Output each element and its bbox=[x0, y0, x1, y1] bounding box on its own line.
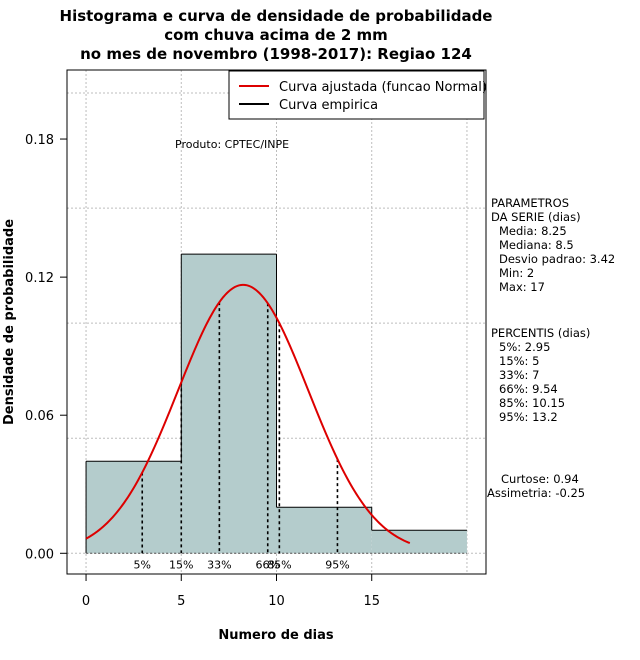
percentis-item: 33%: 7 bbox=[499, 368, 539, 382]
parametros-item: Desvio padrao: 3.42 bbox=[499, 252, 615, 266]
parametros-item: Min: 2 bbox=[499, 266, 534, 280]
histogram-bar bbox=[371, 530, 467, 554]
percentile-label: 15% bbox=[169, 558, 193, 571]
parametros-item: Mediana: 8.5 bbox=[499, 238, 574, 252]
parametros-item: Media: 8.25 bbox=[499, 224, 567, 238]
parametros-header-2: DA SERIE (dias) bbox=[491, 210, 581, 224]
legend-label-fit: Curva ajustada (funcao Normal) bbox=[279, 80, 487, 95]
percentile-label: 95% bbox=[325, 558, 349, 571]
chart-title-line-3: no mes de novembro (1998-2017): Regiao 1… bbox=[80, 45, 472, 63]
parametros-panel: PARAMETROS DA SERIE (dias) Media: 8.25 M… bbox=[491, 196, 615, 294]
histogram-bar bbox=[86, 461, 182, 554]
stats-panel: Curtose: 0.94 Assimetria: -0.25 bbox=[487, 472, 585, 500]
x-tick-label: 15 bbox=[363, 594, 380, 609]
percentis-header: PERCENTIS (dias) bbox=[491, 326, 590, 340]
percentile-label: 66% bbox=[256, 558, 280, 571]
percentile-label: 33% bbox=[207, 558, 231, 571]
legend-label-empirical: Curva empirica bbox=[279, 98, 378, 113]
y-tick-label: 0.00 bbox=[25, 547, 54, 562]
percentis-item: 5%: 2.95 bbox=[499, 340, 550, 354]
percentis-item: 95%: 13.2 bbox=[499, 410, 558, 424]
percentis-item: 85%: 10.15 bbox=[499, 396, 565, 410]
x-tick-label: 10 bbox=[268, 594, 285, 609]
histogram-bar bbox=[181, 254, 277, 554]
normal-fit-curve bbox=[85, 283, 411, 545]
percentile-layer: 5% 15% 33% 66%85% 95% bbox=[134, 302, 350, 571]
skewness-label: Assimetria: -0.25 bbox=[487, 486, 585, 500]
parametros-item: Max: 17 bbox=[499, 280, 545, 294]
x-tick-label: 5 bbox=[177, 594, 185, 609]
x-tick-label: 0 bbox=[82, 594, 90, 609]
percentis-item: 66%: 9.54 bbox=[499, 382, 558, 396]
legend-box bbox=[228, 70, 485, 120]
chart-title-line-1: Histograma e curva de densidade de proba… bbox=[60, 7, 493, 25]
percentis-item: 15%: 5 bbox=[499, 354, 539, 368]
chart-title-line-2: com chuva acima de 2 mm bbox=[164, 26, 388, 44]
y-tick-label: 0.12 bbox=[25, 271, 54, 286]
x-axis-label: Numero de dias bbox=[218, 628, 334, 643]
bars-layer bbox=[85, 253, 467, 554]
y-tick-label: 0.18 bbox=[25, 133, 54, 148]
percentis-panel: PERCENTIS (dias) 5%: 2.95 15%: 5 33%: 7 … bbox=[491, 326, 590, 424]
parametros-header-1: PARAMETROS bbox=[491, 196, 569, 210]
y-axis-label: Densidade de probabilidade bbox=[2, 219, 17, 425]
curve-layer bbox=[85, 283, 411, 545]
axes-layer: 0 5 10 15 0.00 0.06 0.12 0.18 bbox=[25, 133, 380, 609]
y-tick-label: 0.06 bbox=[25, 409, 54, 424]
histogram-bar bbox=[276, 507, 372, 554]
legend: Curva ajustada (funcao Normal) Curva emp… bbox=[228, 70, 487, 120]
kurtosis-label: Curtose: 0.94 bbox=[501, 472, 579, 486]
percentile-label: 85% bbox=[267, 558, 291, 571]
product-label: Produto: CPTEC/INPE bbox=[175, 138, 289, 151]
percentile-label: 5% bbox=[134, 558, 151, 571]
